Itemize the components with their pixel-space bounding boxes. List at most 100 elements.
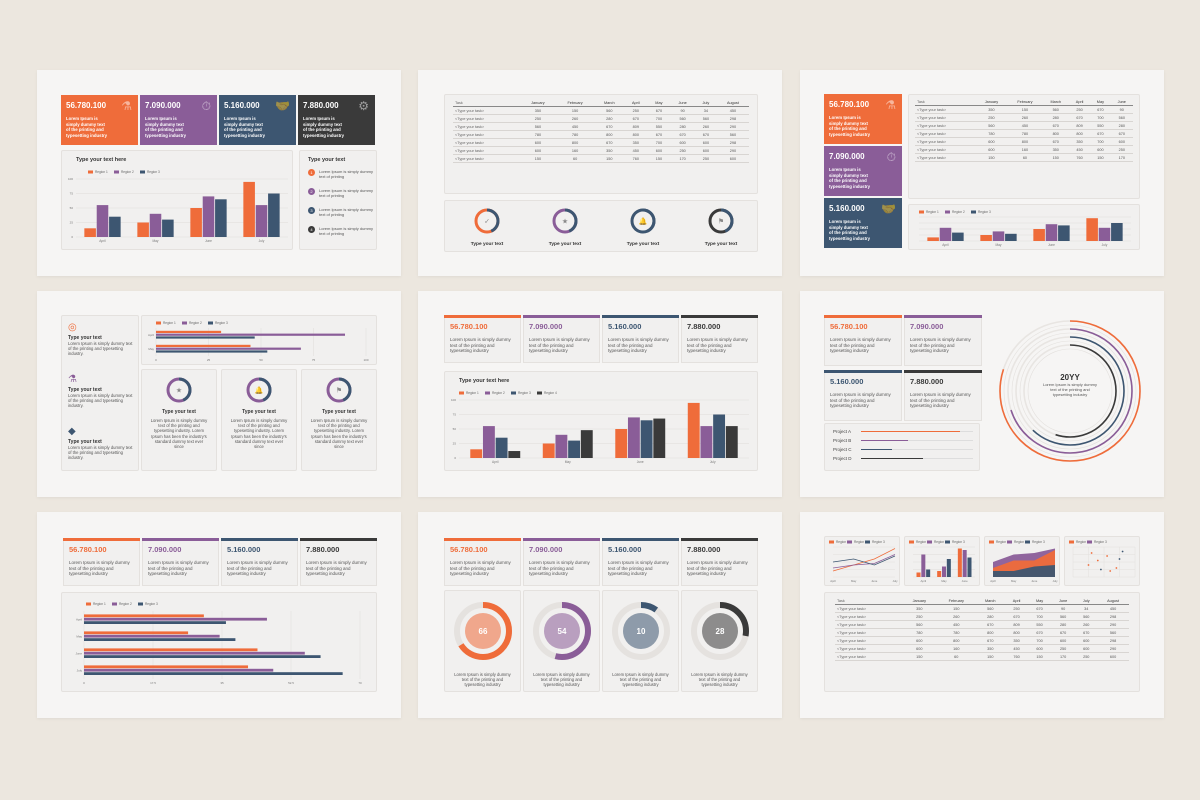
slide-2[interactable]: Task January February March April May June July… xyxy=(418,70,782,276)
slide-7[interactable]: 56.780.100 Lorem Ipsum is simply dummy te… xyxy=(37,512,401,718)
task-table: Task January February March April May June July… xyxy=(453,99,749,163)
table-header-row: Task January February March April May June July… xyxy=(835,597,1129,605)
stat-value: 56.780.100 xyxy=(450,545,488,554)
slide-6[interactable]: 56.780.100 Lorem Ipsum is simply dummy te… xyxy=(800,291,1164,497)
table-cell: 670 xyxy=(1069,113,1091,122)
table-row: <Type your task> 600 800 670 350 700 600 600 298 xyxy=(453,138,749,147)
table-cell: 260 xyxy=(936,612,976,621)
item-title: Type your text xyxy=(68,439,102,445)
horizontal-bar-chart: Region 1 Region 2 Region 3 0 17.5 35 52.5 70 Apr… xyxy=(75,602,362,685)
table-cell: 160 xyxy=(936,644,976,653)
table-cell[interactable]: <Type your task> xyxy=(835,628,902,637)
slide-4[interactable]: ◎ Type your text Lorem Ipsum is simply dum… xyxy=(37,291,401,497)
legend-swatch xyxy=(182,321,187,325)
stat-card: 7.880.000 Lorem Ipsum is simply dummy tex… xyxy=(904,370,982,421)
column-header: February xyxy=(1007,98,1043,106)
table-cell[interactable]: <Type your task> xyxy=(453,122,521,131)
y-tick-label: July xyxy=(77,669,83,673)
table-cell[interactable]: <Type your task> xyxy=(835,644,902,653)
side-item: ◆ Type your text Lorem Ipsum is simply dum… xyxy=(68,426,134,460)
table-cell: 600 xyxy=(1097,652,1129,661)
ring-chart: 🔔 xyxy=(630,208,656,234)
table-cell[interactable]: <Type your task> xyxy=(915,113,976,122)
stat-card: 56.780.100 Lorem Ipsum is simply dummy te… xyxy=(444,315,521,363)
table-cell: 350 xyxy=(1042,145,1070,154)
legend-label: Region 1 xyxy=(95,170,108,174)
donut-value: 66 xyxy=(478,627,487,636)
stat-accent-bar xyxy=(602,538,679,541)
table-cell[interactable]: <Type your task> xyxy=(835,652,902,661)
legend-swatch xyxy=(112,602,117,606)
info-card: ⚑ Type your text Lorem Ipsum is simply dum… xyxy=(301,369,377,471)
table-cell[interactable]: <Type your task> xyxy=(915,105,976,114)
table-cell[interactable]: <Type your task> xyxy=(915,121,976,130)
table-cell[interactable]: <Type your task> xyxy=(453,138,521,147)
table-cell: 450 xyxy=(1097,604,1129,613)
table-cell[interactable]: <Type your task> xyxy=(835,636,902,645)
table-cell: 450 xyxy=(1007,121,1043,130)
bar xyxy=(640,420,653,458)
slide-9[interactable]: Region 1 Region 2 Region 3 April May June July… xyxy=(800,512,1164,718)
flask-icon: ⚗ xyxy=(121,99,132,113)
bar xyxy=(84,655,321,658)
stat-desc: Lorem Ipsum is simply dummy text of the … xyxy=(227,560,288,576)
item-title: Type your text xyxy=(68,335,102,341)
donut-center xyxy=(701,613,738,649)
list-item: 1 Lorem Ipsum is simply dummy text of pri… xyxy=(308,169,374,179)
table-cell[interactable]: <Type your task> xyxy=(453,106,521,115)
card-desc: Lorem Ipsum is simply dummy text of the … xyxy=(310,418,368,450)
x-tick-label: 75 xyxy=(312,358,316,362)
stat-card: 7.090.000 Lorem Ipsum is simply dummy tex… xyxy=(142,538,219,586)
legend-swatch xyxy=(865,540,870,544)
kpi-card: 7.880.000 Lorem Ipsum is simply dummy tex… xyxy=(298,95,375,145)
donut-card: 28 Lorem Ipsum is simply dummy text of th… xyxy=(681,590,758,692)
kpi-value: 7.880.000 xyxy=(303,101,339,110)
stat-accent-bar xyxy=(824,370,902,373)
table-cell: 160 xyxy=(555,146,595,155)
table-cell: 800 xyxy=(936,636,976,645)
table-cell[interactable]: <Type your task> xyxy=(915,129,976,138)
table-cell[interactable]: <Type your task> xyxy=(835,604,902,613)
column-header: April xyxy=(624,99,648,107)
table-cell[interactable]: <Type your task> xyxy=(915,153,976,162)
x-tick-label: April xyxy=(921,579,927,583)
table-row: <Type your task> 560 450 670 809 550 280 260 290 xyxy=(835,620,1129,629)
table-cell: 700 xyxy=(1090,113,1111,122)
slide-3[interactable]: 56.780.100 Lorem Ipsum is simply dummy te… xyxy=(800,70,1164,276)
table-cell[interactable]: <Type your task> xyxy=(835,612,902,621)
scatter-point xyxy=(1106,555,1108,557)
slide-8[interactable]: 56.780.100 Lorem Ipsum is simply dummy te… xyxy=(418,512,782,718)
bar xyxy=(84,672,343,675)
ring-segment xyxy=(552,208,578,234)
column-header: June xyxy=(670,99,696,107)
table-cell: 600 xyxy=(695,138,717,147)
table-cell: 250 xyxy=(1050,644,1076,653)
item-desc: Lorem Ipsum is simply dummy text of the … xyxy=(68,341,133,356)
table-row: <Type your task> 150 60 150 760 150 170 250 600 xyxy=(453,154,749,163)
table-cell[interactable]: <Type your task> xyxy=(453,154,521,163)
column-header: June xyxy=(1050,597,1076,605)
table-cell: 350 xyxy=(520,106,556,115)
scatter-point xyxy=(1109,570,1112,572)
table-cell[interactable]: <Type your task> xyxy=(453,130,521,139)
side-item: ◎ Type your text Lorem Ipsum is simply dum… xyxy=(68,322,134,356)
table-cell: 260 xyxy=(1075,620,1098,629)
table-cell: 60 xyxy=(1007,153,1043,162)
stat-desc: Lorem Ipsum is simply dummy text of the … xyxy=(608,337,669,353)
table-cell[interactable]: <Type your task> xyxy=(835,620,902,629)
table-cell: 150 xyxy=(1007,105,1043,114)
slide-5[interactable]: 56.780.100 Lorem Ipsum is simply dummy te… xyxy=(418,291,782,497)
table-row: <Type your task> 560 450 670 809 550 280 xyxy=(915,121,1133,130)
table-cell[interactable]: <Type your task> xyxy=(453,146,521,155)
card-icon: ★ xyxy=(176,387,182,395)
table-cell[interactable]: <Type your task> xyxy=(453,114,521,123)
card-desc: Lorem Ipsum is simply dummy text of the … xyxy=(230,418,288,450)
stat-desc: Lorem Ipsum is simply dummy text of the … xyxy=(450,560,511,576)
x-tick-label: May xyxy=(941,579,947,583)
slide-1[interactable]: 56.780.100 Lorem Ipsum is simply dummy te… xyxy=(37,70,401,276)
info-card: ★ Type your text Lorem Ipsum is simply dum… xyxy=(141,369,217,471)
table-cell[interactable]: <Type your task> xyxy=(915,137,976,146)
table-cell: 450 xyxy=(936,620,976,629)
table-cell[interactable]: <Type your task> xyxy=(915,145,976,154)
star-icon: ★ xyxy=(562,218,568,226)
